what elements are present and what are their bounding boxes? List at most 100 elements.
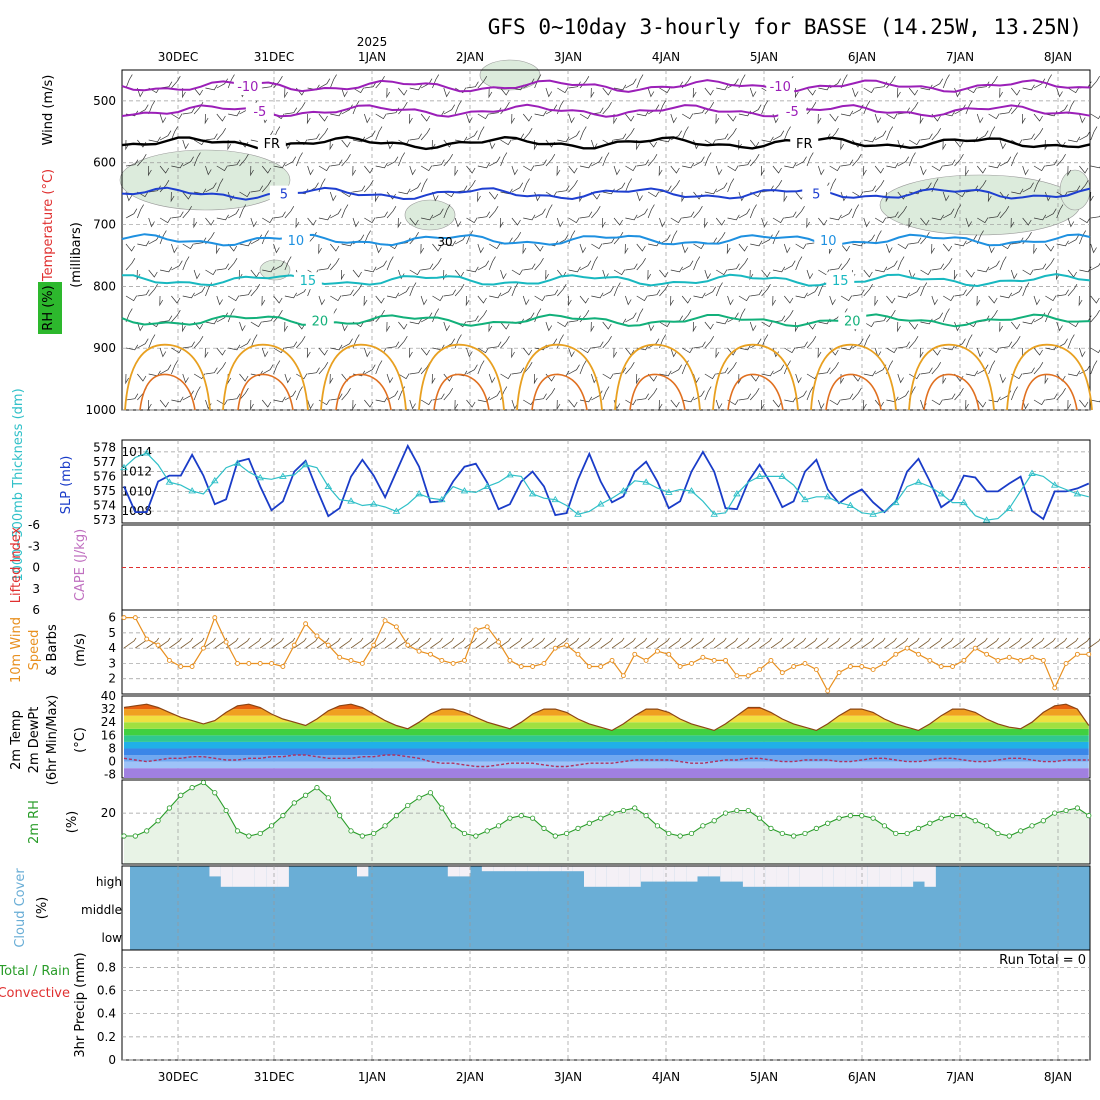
wind-barb	[681, 243, 689, 254]
wind10m-barb	[1065, 637, 1079, 649]
wind-barb	[284, 292, 298, 299]
wind-barb	[171, 260, 183, 271]
wind-barb	[1045, 258, 1055, 271]
wind-barb	[602, 386, 610, 401]
wind-barb	[852, 87, 859, 98]
wind-barb	[295, 336, 306, 349]
wind-barb	[886, 113, 898, 120]
wind-barb	[829, 295, 836, 306]
wind-barb	[965, 370, 979, 377]
wind10m-barb	[339, 637, 352, 649]
wind-barb	[341, 204, 349, 219]
wind10m-barb	[532, 637, 545, 649]
wind-barb	[216, 243, 220, 255]
wind10m-marker	[689, 661, 694, 666]
cloud-high-gap	[504, 866, 516, 872]
wind-barb	[976, 113, 984, 124]
wind-barb	[477, 360, 485, 375]
wind10m-axis-label3: & Barbs	[45, 624, 60, 676]
wind-barb	[715, 399, 723, 410]
wind-barb	[341, 289, 354, 297]
wind-barb	[1067, 100, 1075, 115]
wind10m-marker	[1029, 654, 1035, 660]
wind-barb	[829, 214, 842, 221]
wind-barb	[943, 110, 956, 117]
wind-barb	[897, 243, 909, 250]
minmax-axis-label: (6hr Min/Max)	[45, 695, 60, 785]
wind-barb	[1067, 185, 1081, 193]
wind-barb	[863, 399, 867, 411]
thickness-marker	[823, 492, 832, 500]
wind-barb	[1045, 208, 1057, 219]
wind-barb	[931, 128, 942, 141]
wind-barb	[171, 243, 178, 254]
wind-barb	[886, 347, 898, 354]
wind-barb	[454, 399, 459, 411]
rh-marker	[348, 828, 354, 834]
wind-barb	[988, 295, 998, 304]
cloud-high-gap	[561, 866, 573, 872]
wind-barb	[318, 214, 332, 221]
wind-barb	[341, 139, 351, 148]
wind-barb	[273, 76, 283, 89]
wind-barb	[806, 152, 814, 167]
wind-barb	[1022, 217, 1032, 226]
rh-tick-label: 20	[101, 806, 116, 820]
wind-barb	[284, 373, 292, 384]
wind-barb	[488, 139, 496, 150]
bottom-day-label: 7JAN	[946, 1070, 974, 1084]
temp-axis-label: Temperature (°C)	[41, 169, 56, 282]
wind10m-marker	[859, 664, 865, 669]
wind-barb	[1022, 182, 1034, 193]
rh-marker	[915, 825, 922, 831]
wind-barb	[148, 269, 158, 278]
wind-barb	[602, 217, 606, 229]
rh-marker	[1086, 813, 1092, 819]
wind-barb	[738, 139, 742, 151]
wind-barb	[194, 237, 207, 245]
wind-tick-label: 3	[108, 656, 116, 670]
temp-band	[124, 748, 1089, 756]
wind-barb	[159, 295, 164, 307]
wind10m-marker	[643, 657, 649, 663]
top-day-label: 5JAN	[750, 50, 778, 64]
wind-barb	[568, 81, 581, 89]
wind-barb	[443, 388, 454, 401]
wind10m-marker	[734, 673, 740, 679]
wind-barb	[159, 81, 173, 89]
wind-barb	[522, 347, 533, 356]
wind-barb	[238, 269, 243, 281]
wind-barb	[761, 370, 774, 377]
wind-barb	[602, 286, 614, 297]
wind-barb	[977, 130, 989, 141]
wind10m-barb	[895, 637, 909, 649]
temp-25-contour	[712, 343, 799, 411]
wind-barb	[931, 263, 945, 271]
wind-barb	[1067, 136, 1081, 143]
wind-barb	[545, 269, 549, 281]
wind-barb	[806, 286, 819, 297]
wind-barb	[988, 113, 1000, 120]
wind-barb	[159, 180, 170, 193]
cloud-high-gap	[481, 866, 494, 872]
wind-barb	[148, 217, 155, 228]
wind-barb	[159, 266, 173, 273]
cloud-high-gap	[652, 866, 664, 882]
wind-barb	[840, 295, 853, 302]
wind-barb	[1033, 165, 1046, 172]
temp-30-contour	[923, 373, 980, 411]
wind-barb	[874, 130, 887, 141]
rh-marker	[643, 813, 649, 819]
run-total-label: Run Total = 0	[999, 953, 1086, 968]
rh-marker	[938, 815, 944, 821]
rh-marker	[1006, 833, 1012, 839]
wind-barb	[727, 214, 740, 221]
rh-marker	[836, 815, 842, 821]
cloud-high-gap	[901, 866, 914, 887]
wind-barb	[965, 217, 973, 228]
rh-marker	[166, 805, 172, 811]
wind-barb	[159, 399, 169, 408]
wind-barb	[432, 295, 444, 302]
wind-barb	[647, 373, 658, 382]
wind-barb	[443, 104, 456, 115]
